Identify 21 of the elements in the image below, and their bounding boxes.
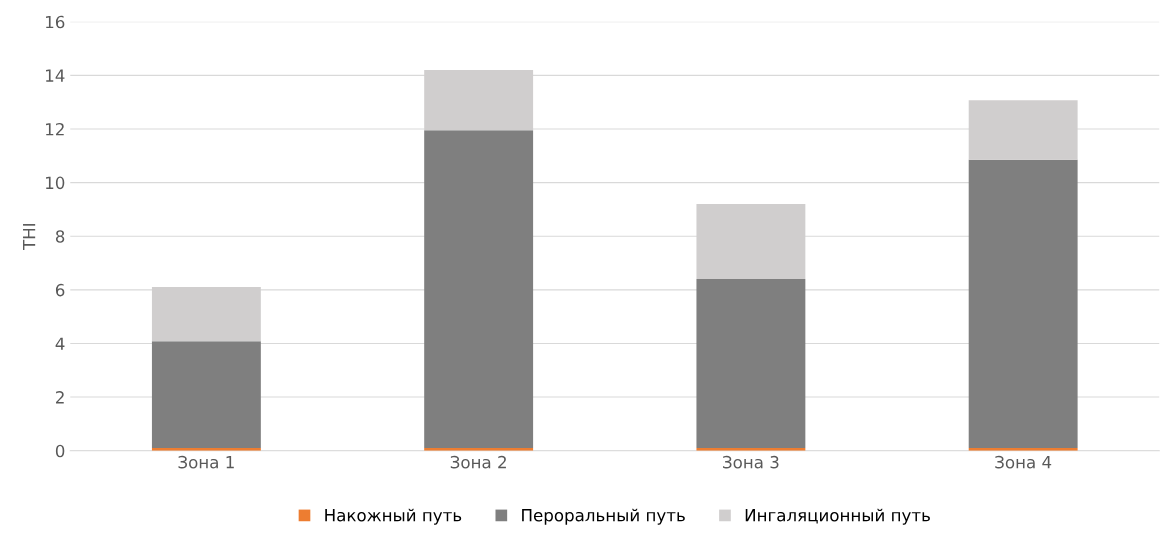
bar — [968, 159, 1078, 449]
bar — [696, 279, 806, 449]
legend-label: Пероральный путь — [522, 508, 685, 525]
y-tick-label: 14 — [46, 69, 65, 82]
y-tick-label: 0 — [55, 444, 65, 458]
legend-label: Накожный путь — [325, 508, 462, 525]
y-tick-label: 8 — [55, 230, 65, 243]
legend-label: Ингаляционный путь — [745, 508, 930, 525]
x-tick-label: Зона 4 — [995, 455, 1052, 469]
y-axis-title: THI — [23, 224, 36, 251]
bar — [424, 130, 534, 449]
y-tick-label: 10 — [46, 176, 65, 190]
bar — [151, 341, 261, 449]
y-tick-label: 4 — [55, 337, 65, 350]
y-tick-label: 12 — [46, 122, 64, 136]
x-tick-label: Зона 2 — [450, 455, 506, 469]
y-tick-label: 2 — [56, 391, 64, 404]
y-tick-label: 6 — [55, 283, 65, 297]
y-tick-label: 16 — [46, 15, 65, 29]
x-tick-label: Зона 3 — [723, 455, 779, 469]
x-tick-label: Зона 1 — [178, 455, 234, 469]
